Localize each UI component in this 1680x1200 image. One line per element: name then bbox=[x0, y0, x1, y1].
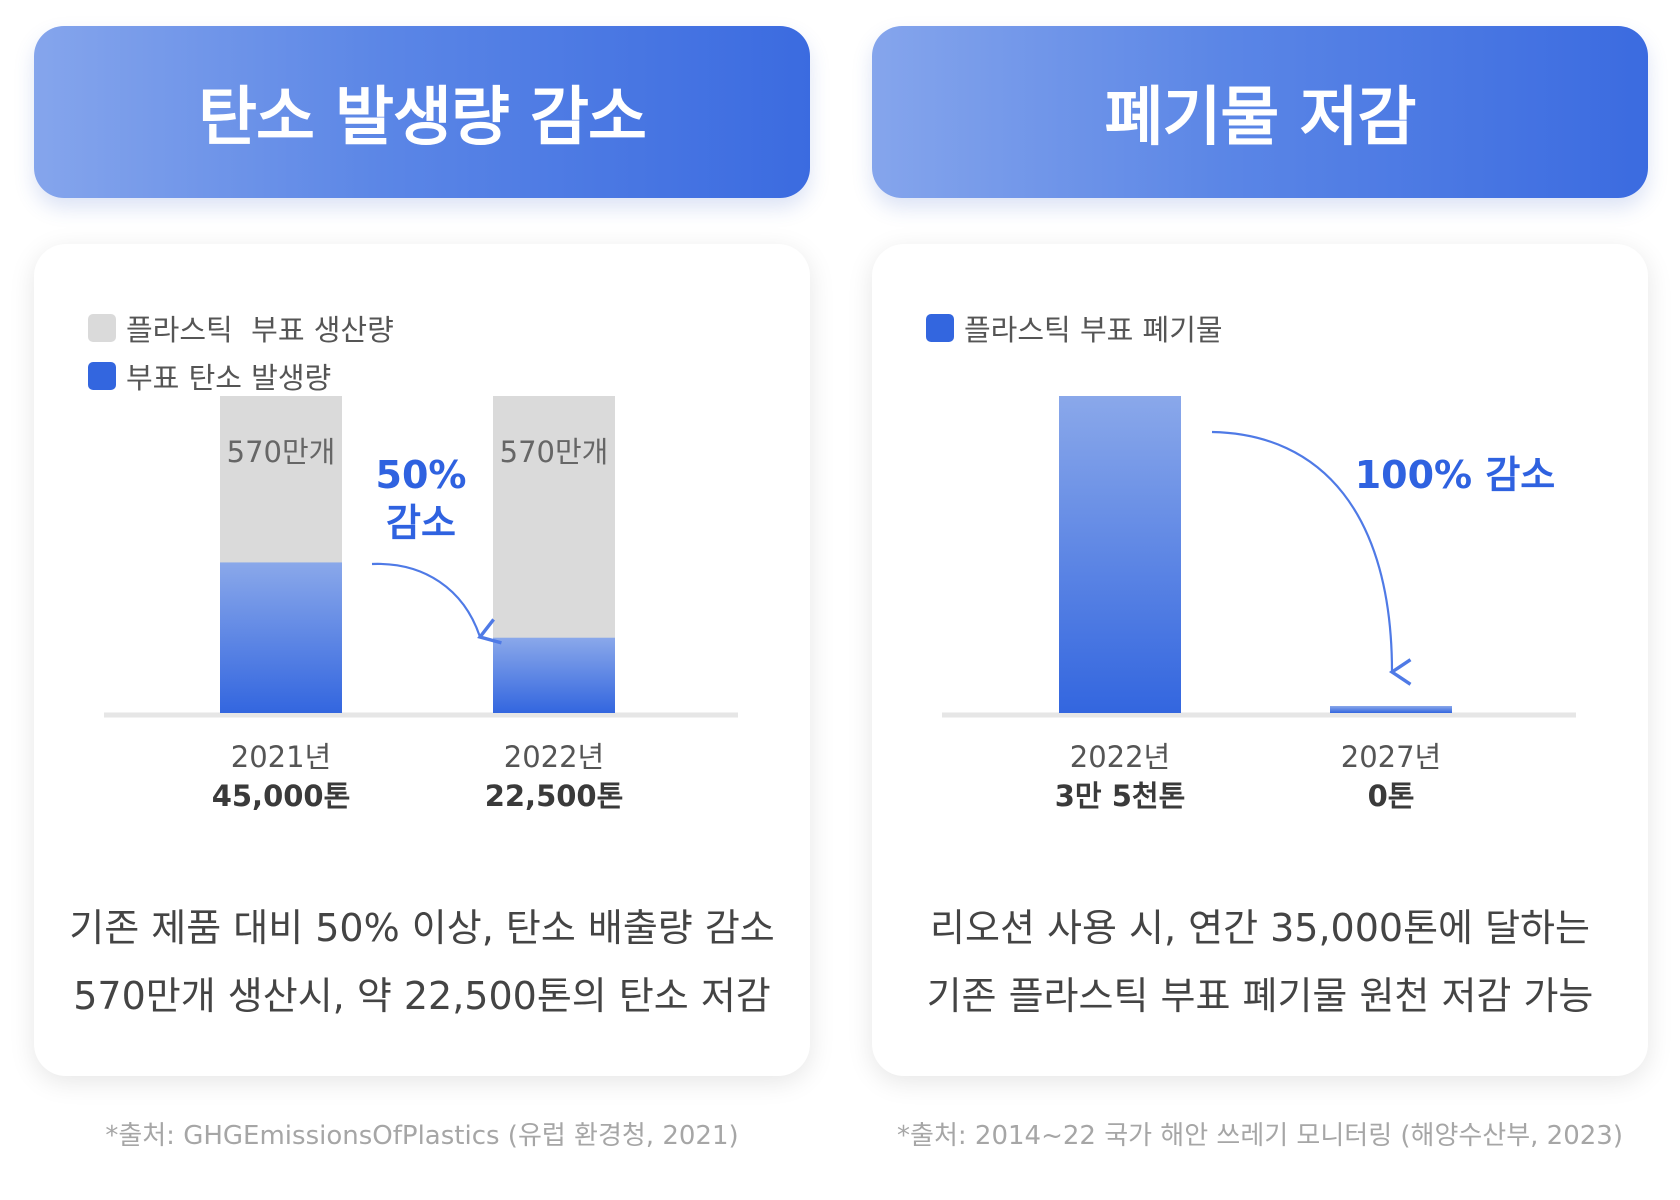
value-label-2022: 3만 5천톤 bbox=[1055, 779, 1186, 813]
annotation-decrease: 감소 bbox=[386, 501, 456, 545]
year-label-2021: 2021년 bbox=[231, 740, 331, 774]
right-chart-card: 플라스틱 부표 폐기물 100% 감소 2022년 2027년 3만 5천톤 0… bbox=[872, 244, 1648, 1076]
left-bar-chart: 570만개 570만개 50% 감소 2021년 2022년 45,000톤 2… bbox=[104, 396, 738, 813]
bar-carbon-2021 bbox=[220, 562, 342, 713]
bar-top-label-2021: 570만개 bbox=[227, 435, 336, 469]
bar-carbon-2022 bbox=[493, 637, 615, 713]
bar-waste-2022 bbox=[1059, 396, 1181, 713]
annotation-percent: 50% bbox=[376, 453, 467, 497]
left-description-line-1: 기존 제품 대비 50% 이상, 탄소 배출량 감소 bbox=[69, 906, 775, 950]
left-source-note: *출처: GHGEmissionsOfPlastics (유럽 환경청, 202… bbox=[105, 1121, 739, 1151]
right-legend: 플라스틱 부표 폐기물 bbox=[926, 304, 1223, 352]
year-label-2022: 2022년 bbox=[504, 740, 604, 774]
left-description: 기존 제품 대비 50% 이상, 탄소 배출량 감소 570만개 생산시, 약 … bbox=[34, 894, 810, 1030]
value-label-2022: 22,500톤 bbox=[485, 779, 624, 813]
year-label-2022: 2022년 bbox=[1070, 740, 1170, 774]
value-label-2027: 0톤 bbox=[1368, 779, 1415, 813]
legend-swatch-gray bbox=[88, 314, 116, 342]
year-label-2027: 2027년 bbox=[1341, 740, 1441, 774]
legend-label-production: 플라스틱 부표 생산량 bbox=[126, 313, 394, 347]
left-header-title: 탄소 발생량 감소 bbox=[198, 81, 647, 155]
left-header: 탄소 발생량 감소 bbox=[34, 26, 810, 198]
legend-swatch-blue bbox=[926, 314, 954, 342]
legend-label-waste: 플라스틱 부표 폐기물 bbox=[964, 313, 1223, 347]
right-source-note: *출처: 2014~22 국가 해안 쓰레기 모니터링 (해양수산부, 2023… bbox=[897, 1121, 1623, 1151]
bar-top-label-2022: 570만개 bbox=[500, 435, 609, 469]
right-bar-chart: 100% 감소 2022년 2027년 3만 5천톤 0톤 bbox=[942, 396, 1576, 813]
right-header: 폐기물 저감 bbox=[872, 26, 1648, 198]
right-description-line-1: 리오션 사용 시, 연간 35,000톤에 달하는 bbox=[930, 906, 1590, 950]
right-header-title: 폐기물 저감 bbox=[1104, 81, 1417, 155]
value-label-2021: 45,000톤 bbox=[212, 779, 351, 813]
right-description: 리오션 사용 시, 연간 35,000톤에 달하는 기존 플라스틱 부표 폐기물… bbox=[872, 894, 1648, 1030]
left-chart-card: 플라스틱 부표 생산량 부표 탄소 발생량 570만개 570만개 50% 감소… bbox=[34, 244, 810, 1076]
right-description-line-2: 기존 플라스틱 부표 폐기물 원천 저감 가능 bbox=[926, 974, 1594, 1018]
left-curved-arrow bbox=[371, 562, 502, 645]
legend-item-waste: 플라스틱 부표 폐기물 bbox=[926, 304, 1223, 352]
right-curved-arrow bbox=[1211, 430, 1412, 686]
legend-label-carbon: 부표 탄소 발생량 bbox=[126, 361, 332, 395]
bar-waste-2027 bbox=[1330, 706, 1452, 713]
annotation-100-percent: 100% 감소 bbox=[1355, 453, 1556, 497]
left-description-line-2: 570만개 생산시, 약 22,500톤의 탄소 저감 bbox=[73, 974, 771, 1018]
legend-swatch-blue bbox=[88, 362, 116, 390]
legend-item-carbon: 부표 탄소 발생량 bbox=[88, 352, 394, 400]
left-legend: 플라스틱 부표 생산량 부표 탄소 발생량 bbox=[88, 304, 394, 400]
legend-item-production: 플라스틱 부표 생산량 bbox=[88, 304, 394, 352]
